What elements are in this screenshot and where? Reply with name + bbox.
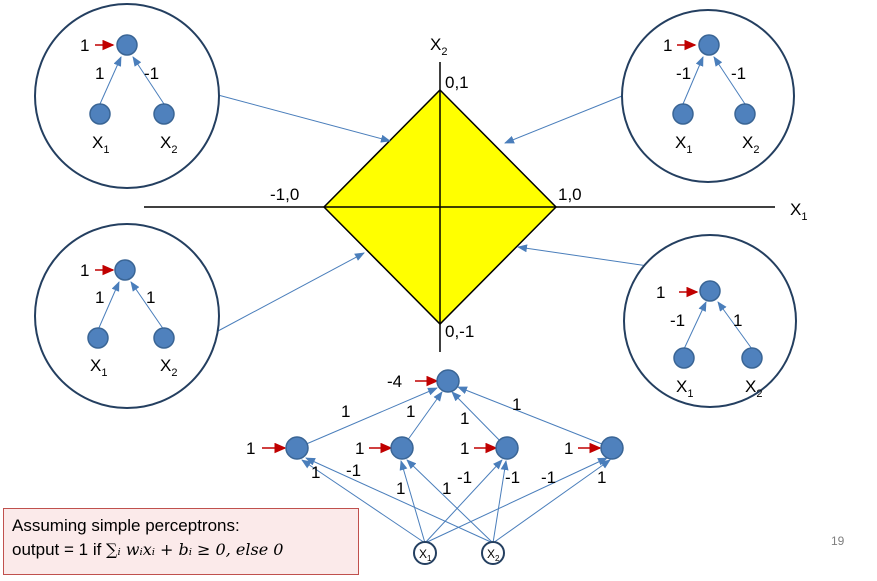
input-label-x1: X1	[675, 133, 692, 156]
input-weight-3: 1	[396, 479, 405, 498]
input-node-x1	[673, 347, 695, 369]
output-bias-label: -4	[387, 372, 402, 391]
bias-label: 1	[663, 36, 672, 55]
pointer-arrow-top-left	[217, 94, 391, 143]
input-weight-4: 1	[442, 479, 451, 498]
pointer-arrow-top-right	[504, 95, 623, 144]
input-label-x2: X2	[745, 377, 762, 400]
network-output-node	[436, 369, 460, 393]
input-node-x2	[153, 103, 175, 125]
note-line-2: output = 1 if ∑ᵢ wᵢxᵢ + bᵢ ≥ 0, else 0	[12, 538, 350, 562]
weight-x1-label: -1	[670, 311, 685, 330]
hidden-bias-label-3: 1	[460, 439, 469, 458]
network-input-label-x2: X2	[487, 547, 500, 563]
weight-x2-label: 1	[733, 311, 742, 330]
network-hidden-node-2	[390, 436, 414, 460]
input-node-x2	[153, 327, 175, 349]
input-weight-8: 1	[597, 468, 606, 487]
output-node	[116, 34, 138, 56]
two-layer-network: X1 X2 -4 1 1 1 1 1 1 1 1 1 -1 1 1 -1 -1 …	[246, 369, 624, 565]
output-node	[699, 280, 721, 302]
hidden-bias-label-1: 1	[246, 439, 255, 458]
input-label-x1: X1	[90, 356, 107, 379]
y-axis-label: X2	[430, 35, 447, 58]
input-weight-6: -1	[505, 468, 520, 487]
perceptron-top-right: 1 -1 -1 X1 X2	[621, 9, 795, 183]
note-line-2-prefix: output = 1 if	[12, 540, 107, 559]
note-box: Assuming simple perceptrons: output = 1 …	[3, 508, 359, 575]
bias-label: 1	[80, 261, 89, 280]
network-input-node-x2	[481, 541, 505, 565]
perceptron-bottom-right: 1 -1 1 X1 X2	[623, 234, 797, 408]
hidden-output-weight-1: 1	[341, 402, 350, 421]
hidden-bias-label-4: 1	[564, 439, 573, 458]
hidden-output-weight-4: 1	[512, 395, 521, 414]
network-input-label-x1: X1	[419, 547, 432, 563]
input-weight-1: 1	[311, 463, 320, 482]
bias-label: 1	[80, 36, 89, 55]
weight-x1-label: 1	[95, 288, 104, 307]
pointer-arrow-bottom-left	[217, 252, 365, 332]
weight-x2-label: -1	[731, 64, 746, 83]
input-weight-2: -1	[346, 461, 361, 480]
hidden-output-weight-3: 1	[460, 409, 469, 428]
output-node	[114, 259, 136, 281]
perceptron-top-left: 1 1 -1 X1 X2	[34, 3, 220, 189]
x-axis-label: X1	[790, 200, 807, 223]
hidden-bias-label-2: 1	[355, 439, 364, 458]
weight-x2-label: 1	[146, 288, 155, 307]
input-node-x1	[672, 103, 694, 125]
network-input-node-x1	[413, 541, 437, 565]
input-node-x1	[87, 327, 109, 349]
input-weight-5: -1	[457, 468, 472, 487]
weight-x1-label: 1	[95, 64, 104, 83]
input-label-x2: X2	[160, 356, 177, 379]
bias-label: 1	[656, 283, 665, 302]
vertex-right-label: 1,0	[558, 185, 582, 204]
vertex-top-label: 0,1	[445, 73, 469, 92]
perceptron-bottom-left: 1 1 1 X1 X2	[34, 223, 220, 409]
input-node-x1	[89, 103, 111, 125]
input-weight-7: -1	[541, 468, 556, 487]
network-hidden-node-1	[285, 436, 309, 460]
weight-x2-label: -1	[144, 64, 159, 83]
input-label-x1: X1	[92, 133, 109, 156]
output-node	[698, 34, 720, 56]
weight-x1-label: -1	[676, 64, 691, 83]
hidden-output-weight-2: 1	[406, 402, 415, 421]
page-number: 19	[831, 534, 845, 548]
input-node-x2	[741, 347, 763, 369]
pointer-arrow-bottom-right	[517, 244, 649, 267]
input-label-x1: X1	[676, 377, 693, 400]
note-formula: ∑ᵢ wᵢxᵢ + bᵢ ≥ 0, else 0	[106, 540, 284, 559]
note-line-1: Assuming simple perceptrons:	[12, 516, 240, 535]
input-node-x2	[734, 103, 756, 125]
vertex-bottom-label: 0,-1	[445, 322, 474, 341]
vertex-left-label: -1,0	[270, 185, 299, 204]
network-hidden-node-3	[495, 436, 519, 460]
input-label-x2: X2	[742, 133, 759, 156]
network-hidden-node-4	[600, 436, 624, 460]
input-label-x2: X2	[160, 133, 177, 156]
